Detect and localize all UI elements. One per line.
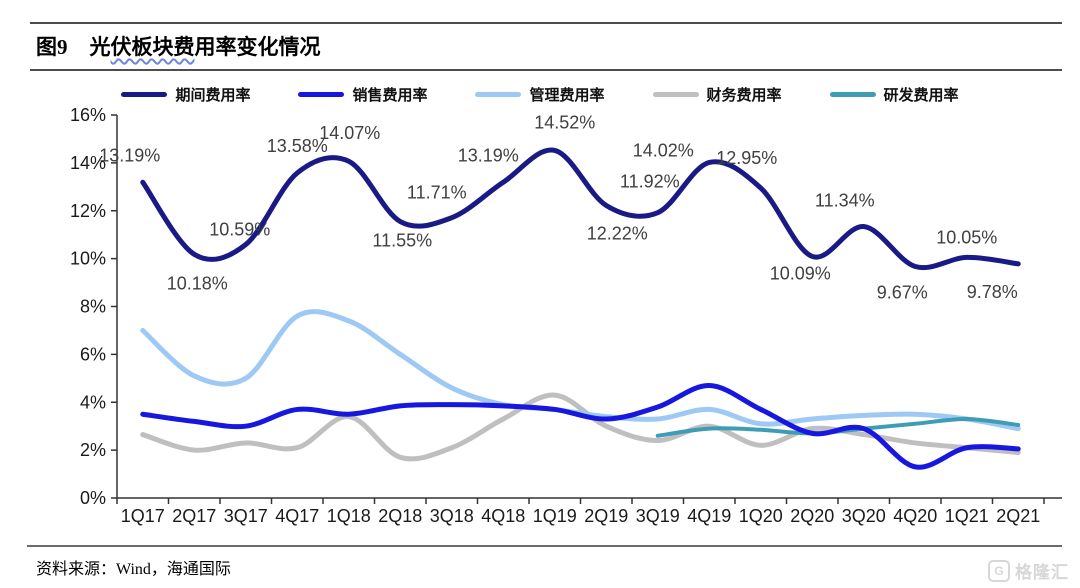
point-label: 14.02% [633, 140, 694, 160]
point-label: 11.71% [407, 183, 467, 203]
point-label: 13.19% [99, 145, 160, 165]
point-label: 12.22% [587, 223, 648, 243]
y-tick-label: 8% [80, 297, 106, 317]
source-label: 资料来源： [36, 561, 117, 578]
watermark: G 格隆汇 [988, 558, 1069, 583]
y-tick-label: 12% [70, 201, 106, 221]
series-line-0 [140, 147, 1021, 271]
legend-label: 研发费用率 [883, 88, 959, 104]
x-tick-label: 4Q17 [275, 506, 319, 526]
x-tick-label: 1Q18 [327, 506, 371, 526]
point-label: 10.09% [770, 263, 831, 283]
series-line-4 [655, 417, 1021, 438]
x-tick-label: 2Q19 [584, 506, 628, 526]
point-label: 10.18% [167, 273, 228, 293]
source-line: 资料来源：Wind，海通国际 [36, 555, 231, 579]
title-text-post: 用率变化情况 [194, 35, 321, 59]
legend-swatch [829, 92, 876, 97]
page-title: 图9 光伏板块费用率变化情况 [36, 31, 321, 61]
series-line-2 [140, 309, 1021, 432]
point-label: 13.58% [267, 136, 328, 156]
x-tick-label: 1Q17 [121, 506, 165, 526]
point-label: 11.92% [620, 172, 680, 192]
point-label: 9.78% [967, 282, 1018, 302]
series-line-1 [140, 382, 1021, 470]
legend-item: 财务费用率 [652, 84, 782, 105]
source-text: Wind，海通国际 [116, 561, 231, 578]
x-tick-label: 1Q19 [533, 506, 577, 526]
x-tick-label: 3Q19 [636, 506, 680, 526]
legend-item: 管理费用率 [475, 84, 605, 105]
x-tick-label: 2Q21 [996, 506, 1040, 526]
legend-item: 销售费用率 [298, 84, 427, 105]
y-tick-label: 14% [70, 153, 106, 173]
x-tick-label: 1Q21 [945, 506, 989, 526]
figure-label: 图9 [36, 35, 68, 59]
legend-swatch [475, 92, 522, 97]
x-tick-label: 2Q20 [790, 506, 834, 526]
watermark-text: 格隆汇 [1015, 563, 1069, 582]
footer-rule [27, 545, 1062, 547]
x-tick-label: 4Q19 [687, 506, 731, 526]
legend-label: 管理费用率 [529, 88, 605, 104]
legend-swatch [652, 92, 699, 97]
legend-label: 财务费用率 [706, 88, 782, 104]
legend-label: 期间费用率 [175, 88, 251, 104]
point-label: 12.95% [716, 148, 777, 168]
x-tick-label: 3Q20 [842, 506, 886, 526]
title-text-pre: 光 [89, 35, 111, 59]
legend-item: 研发费用率 [829, 84, 959, 105]
y-tick-label: 10% [70, 249, 106, 269]
point-label: 14.07% [319, 123, 380, 143]
point-label: 14.52% [534, 112, 595, 132]
y-tick-label: 16% [70, 105, 106, 125]
point-label: 10.59% [209, 220, 270, 240]
point-label: 11.34% [815, 191, 875, 211]
x-tick-label: 2Q18 [378, 506, 422, 526]
series-line-3 [140, 392, 1021, 462]
point-label: 13.19% [458, 145, 519, 165]
y-axis: 0% 2% 4% 6% 8% 10% 12% 14% 16% [70, 105, 118, 508]
x-tick-label: 1Q20 [739, 506, 783, 526]
legend: 期间费用率 销售费用率 管理费用率 财务费用率 研发费用率 [0, 84, 1080, 105]
point-label: 9.67% [877, 283, 928, 303]
y-tick-label: 2% [80, 440, 106, 460]
x-tick-label: 2Q17 [172, 506, 216, 526]
top-rule [30, 22, 1062, 24]
y-tick-label: 4% [80, 392, 106, 412]
point-labels: 13.19% 10.18% 10.59% 13.58%14.07% 11.55% 11.7… [99, 112, 1018, 302]
legend-label: 销售费用率 [352, 88, 428, 104]
point-label: 10.05% [936, 227, 997, 247]
x-tick-label: 4Q18 [481, 506, 525, 526]
watermark-logo-icon: G [988, 559, 1010, 582]
point-label: 11.55% [372, 231, 432, 251]
y-tick-label: 0% [80, 488, 106, 508]
x-tick-label: 3Q18 [430, 506, 474, 526]
x-axis: 1Q17 2Q17 3Q17 4Q17 1Q18 2Q18 3Q18 4Q18 1Q19 2Q19… [116, 497, 1062, 526]
x-tick-label: 3Q17 [224, 506, 268, 526]
legend-item: 期间费用率 [121, 84, 250, 105]
header-rule [30, 69, 1062, 71]
legend-swatch [298, 92, 345, 97]
title-text-wavy-underline: 伏板块费 [110, 35, 195, 59]
legend-swatch [121, 92, 168, 97]
y-tick-label: 6% [80, 344, 106, 364]
x-tick-label: 4Q20 [893, 506, 937, 526]
